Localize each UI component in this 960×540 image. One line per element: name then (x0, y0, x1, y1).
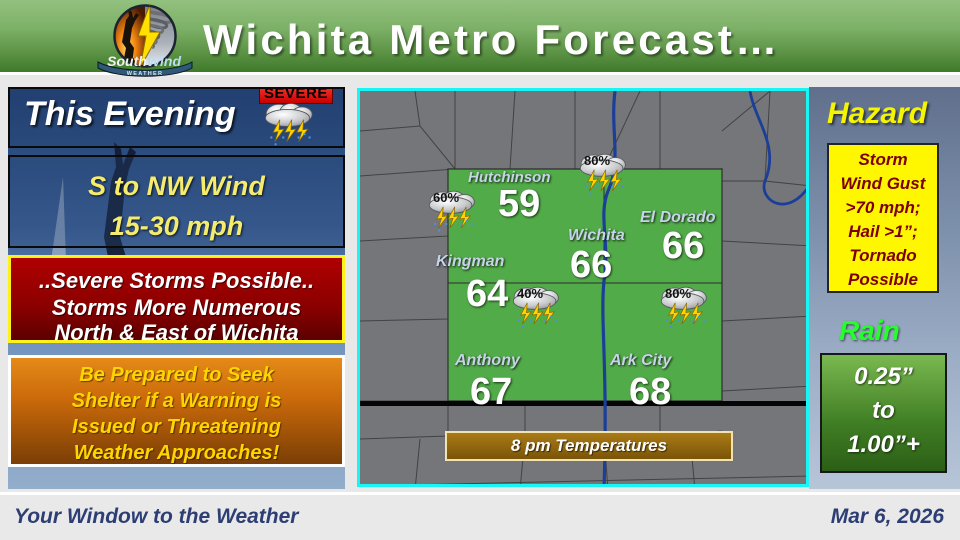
svg-text:80%: 80% (665, 286, 691, 301)
svg-text:40%: 40% (517, 286, 543, 301)
svg-text:60%: 60% (433, 190, 459, 205)
svg-text:WEATHER: WEATHER (127, 71, 164, 77)
svg-text:80%: 80% (584, 153, 610, 168)
svg-text:Wind: Wind (147, 53, 182, 69)
svg-text:South: South (107, 53, 147, 69)
